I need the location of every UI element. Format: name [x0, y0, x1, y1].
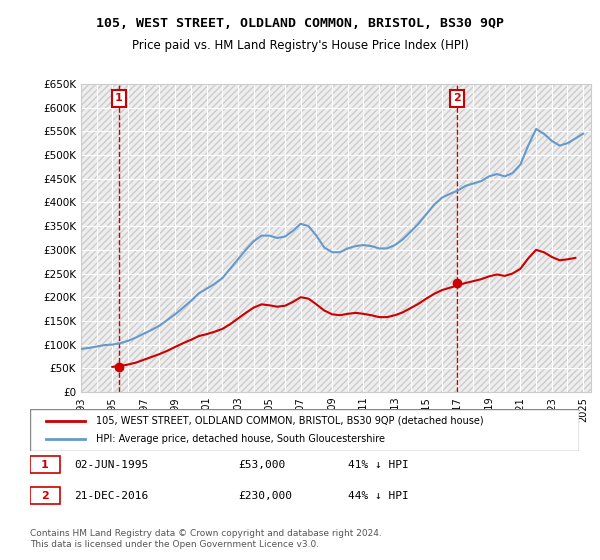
Text: 21-DEC-2016: 21-DEC-2016 — [74, 491, 148, 501]
Text: 1: 1 — [115, 93, 123, 103]
Text: 41% ↓ HPI: 41% ↓ HPI — [349, 460, 409, 470]
FancyBboxPatch shape — [30, 456, 60, 473]
Text: £230,000: £230,000 — [239, 491, 293, 501]
Text: HPI: Average price, detached house, South Gloucestershire: HPI: Average price, detached house, Sout… — [96, 434, 385, 444]
Text: 1: 1 — [41, 460, 49, 470]
Text: 02-JUN-1995: 02-JUN-1995 — [74, 460, 148, 470]
Text: Contains HM Land Registry data © Crown copyright and database right 2024.
This d: Contains HM Land Registry data © Crown c… — [30, 529, 382, 549]
Text: 2: 2 — [41, 491, 49, 501]
Text: 105, WEST STREET, OLDLAND COMMON, BRISTOL, BS30 9QP: 105, WEST STREET, OLDLAND COMMON, BRISTO… — [96, 17, 504, 30]
FancyBboxPatch shape — [30, 487, 60, 504]
Text: £53,000: £53,000 — [239, 460, 286, 470]
Text: Price paid vs. HM Land Registry's House Price Index (HPI): Price paid vs. HM Land Registry's House … — [131, 39, 469, 52]
Text: 105, WEST STREET, OLDLAND COMMON, BRISTOL, BS30 9QP (detached house): 105, WEST STREET, OLDLAND COMMON, BRISTO… — [96, 416, 484, 426]
FancyBboxPatch shape — [30, 409, 579, 451]
Text: 44% ↓ HPI: 44% ↓ HPI — [349, 491, 409, 501]
Text: 2: 2 — [453, 93, 461, 103]
